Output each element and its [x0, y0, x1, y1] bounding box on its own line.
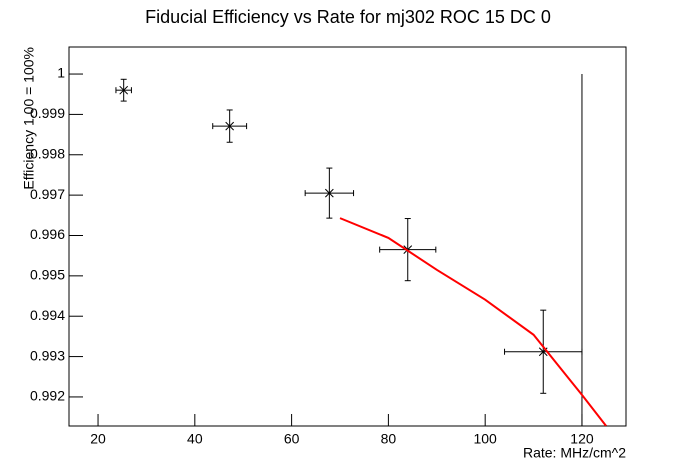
data-point — [212, 109, 248, 143]
x-tick-label: 100 — [473, 431, 497, 447]
y-tick-label: 0.995 — [30, 267, 65, 283]
x-tick-label: 80 — [381, 431, 397, 447]
plot-area — [115, 74, 607, 426]
x-tick-label: 60 — [284, 431, 300, 447]
data-point — [304, 167, 355, 219]
x-tick-label: 120 — [570, 431, 594, 447]
marker — [324, 188, 334, 198]
y-tick-label: 0.998 — [30, 145, 65, 161]
x-axis-label: Rate: MHz/cm^2 — [523, 445, 626, 461]
y-tick-label: 0.994 — [30, 307, 65, 323]
y-tick-label: 0.997 — [30, 186, 65, 202]
y-axis-label: Efficiency 1.00 = 100% — [21, 47, 37, 190]
chart-title: Fiducial Efficiency vs Rate for mj302 RO… — [145, 7, 551, 27]
y-tick-label: 0.996 — [30, 226, 65, 242]
y-tick-label: 1 — [57, 65, 65, 81]
plot-frame — [68, 46, 627, 427]
y-tick-label: 0.992 — [30, 388, 65, 404]
marker — [225, 121, 235, 131]
x-tick-label: 20 — [90, 431, 106, 447]
data-point — [581, 74, 583, 426]
y-tick-label: 0.999 — [30, 105, 65, 121]
x-tick-label: 40 — [187, 431, 203, 447]
data-point — [115, 78, 132, 102]
y-tick-label: 0.993 — [30, 347, 65, 363]
marker — [119, 85, 129, 95]
fit-line — [339, 217, 607, 426]
